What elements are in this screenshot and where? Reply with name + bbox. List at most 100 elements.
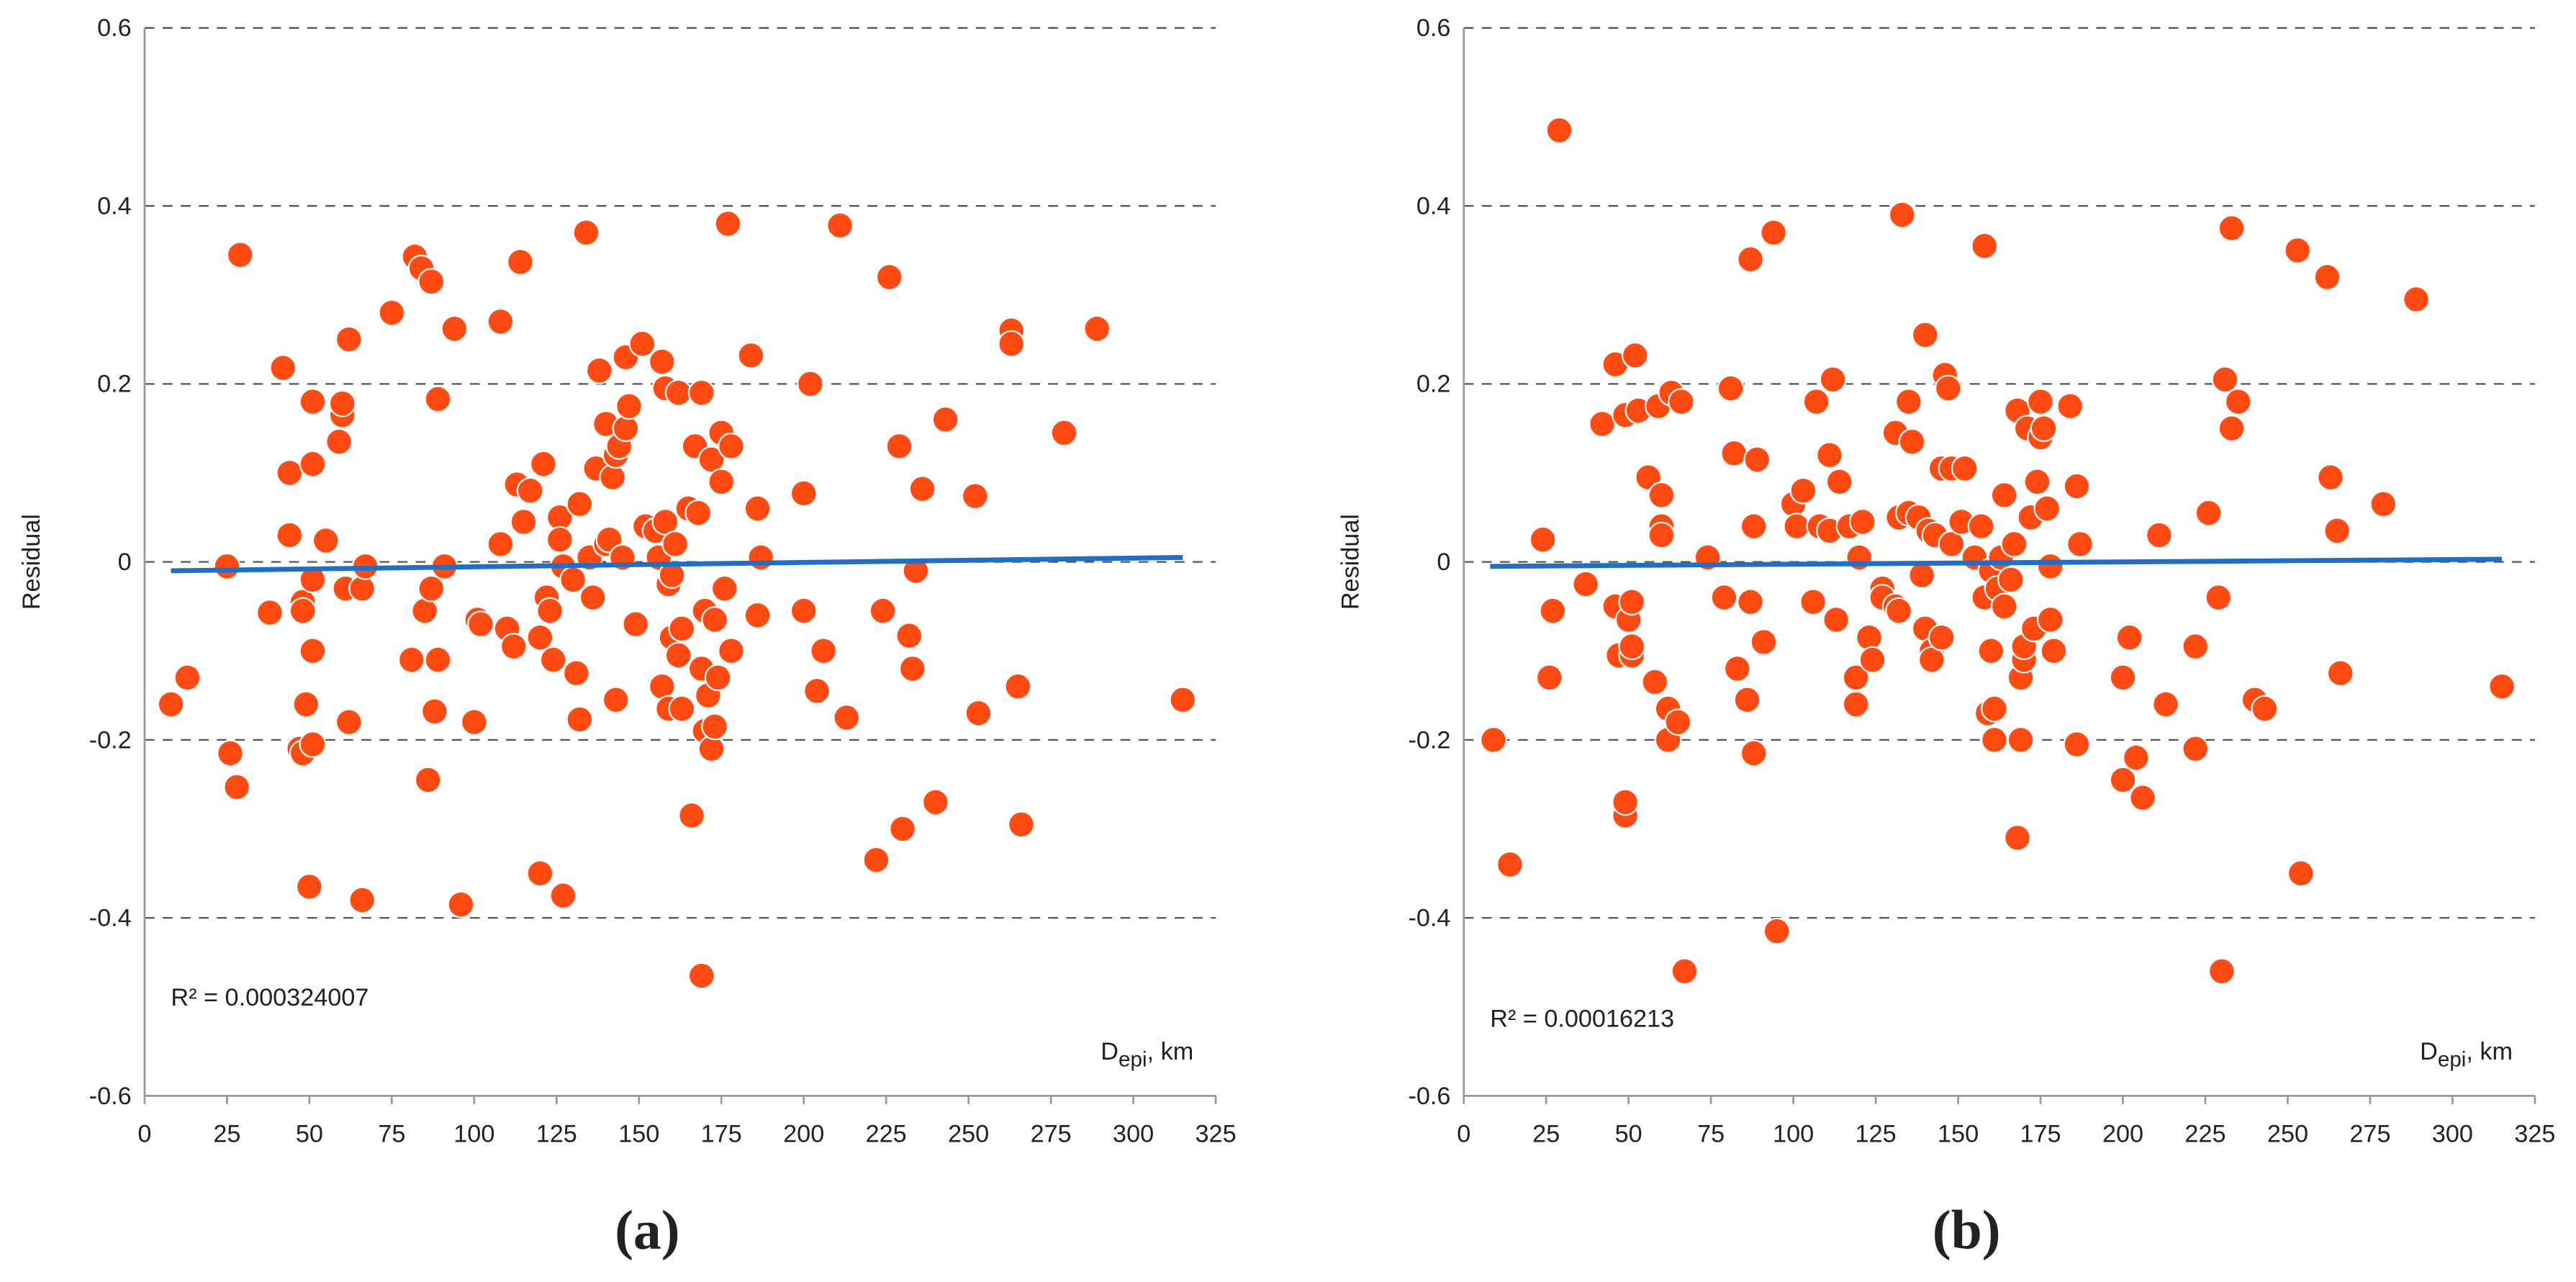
point — [1737, 245, 1765, 274]
x-axis-label-part: , km — [1147, 1038, 1194, 1065]
point — [898, 655, 926, 682]
x-tick-label: 150 — [618, 1120, 659, 1147]
point — [566, 705, 594, 733]
x-tick-label: 25 — [213, 1120, 240, 1147]
point — [1618, 588, 1646, 616]
point — [217, 739, 244, 767]
point — [1479, 726, 1507, 754]
point — [328, 389, 356, 417]
point — [1967, 513, 1995, 541]
point — [2056, 392, 2084, 420]
point — [714, 209, 742, 238]
point — [2007, 726, 2035, 754]
point — [2000, 530, 2028, 558]
point — [1990, 592, 2018, 620]
point — [467, 610, 494, 638]
y-tick-label: 0.4 — [97, 192, 132, 220]
point — [1951, 454, 1979, 482]
y-tick-label: 0.6 — [1416, 14, 1451, 42]
point — [1977, 637, 2005, 665]
point — [420, 698, 448, 726]
trendline — [1490, 556, 2503, 569]
point — [1822, 606, 1850, 633]
x-tick-label: 100 — [453, 1120, 494, 1147]
point — [1763, 917, 1791, 945]
point — [299, 637, 327, 665]
point — [885, 432, 913, 460]
point — [2109, 664, 2137, 692]
point — [440, 315, 469, 343]
point — [487, 530, 515, 558]
point — [312, 526, 340, 554]
x-tick-label: 175 — [701, 1120, 742, 1147]
point — [1842, 690, 1870, 718]
x-tick-label: 275 — [1031, 1120, 1072, 1147]
point — [516, 477, 544, 505]
x-axis-label: Depi, km — [1101, 1038, 1193, 1071]
point — [1898, 428, 1926, 456]
point — [1648, 521, 1676, 549]
point — [2027, 388, 2054, 416]
x-axis-label-part: , km — [2466, 1038, 2513, 1065]
point — [687, 962, 715, 990]
annotation: R² = 0.00016213 — [1490, 1006, 1674, 1033]
point — [708, 468, 736, 496]
x-tick-label: 75 — [378, 1120, 405, 1147]
point — [1717, 374, 1745, 402]
point — [744, 495, 772, 523]
point — [579, 584, 607, 611]
point — [1894, 388, 1922, 416]
x-tick-label: 0 — [137, 1120, 151, 1147]
point — [2004, 823, 2031, 852]
point — [612, 415, 640, 443]
point — [526, 623, 554, 651]
point — [648, 348, 676, 376]
point — [447, 890, 475, 918]
point — [1004, 672, 1032, 700]
point — [1848, 508, 1876, 536]
y-tick-label: 0.2 — [97, 371, 132, 398]
point — [628, 330, 656, 358]
point — [1816, 441, 1843, 469]
point — [299, 450, 327, 478]
point — [299, 731, 327, 758]
y-tick-label: 0.2 — [1416, 371, 1451, 398]
point — [585, 356, 613, 384]
point — [2251, 695, 2279, 723]
point — [615, 392, 643, 420]
point — [790, 479, 818, 507]
point — [1928, 623, 1956, 651]
point — [875, 263, 903, 291]
point — [2195, 499, 2223, 527]
point — [1539, 597, 1567, 625]
x-tick-label: 100 — [1773, 1120, 1814, 1147]
x-tick-label: 125 — [536, 1120, 577, 1147]
point — [2109, 766, 2137, 794]
point — [2182, 633, 2210, 660]
point — [1971, 232, 1999, 260]
x-axis-label-part: epi — [2438, 1047, 2467, 1071]
point — [536, 597, 564, 625]
x-tick-label: 200 — [783, 1120, 824, 1147]
point — [2152, 690, 2179, 718]
point — [335, 325, 363, 353]
point — [1990, 481, 2018, 509]
point — [378, 299, 406, 327]
point — [256, 599, 284, 627]
point — [1720, 439, 1748, 467]
point — [500, 633, 528, 660]
point — [701, 606, 729, 633]
point — [460, 708, 488, 736]
x-tick-label: 325 — [2514, 1120, 2555, 1147]
point — [602, 686, 630, 714]
point — [2036, 552, 2064, 580]
point — [2284, 236, 2312, 264]
point — [1911, 321, 1939, 349]
point — [269, 354, 297, 382]
point — [414, 766, 442, 794]
point — [1710, 584, 1738, 611]
point — [1664, 708, 1692, 736]
point — [889, 815, 917, 843]
point — [701, 713, 729, 741]
